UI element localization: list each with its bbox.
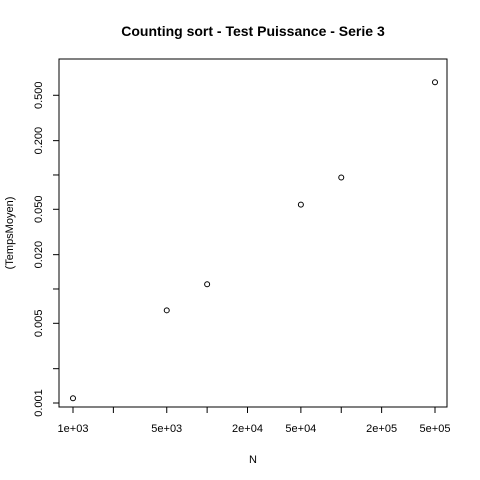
plot-area-frame <box>58 58 448 408</box>
y-axis-label: (TempsMoyen) <box>4 197 16 270</box>
data-point-2 <box>204 281 211 288</box>
data-points <box>70 79 438 402</box>
y-tick-label-0: 0.001 <box>33 389 45 417</box>
x-tick-label-0: 1e+03 <box>58 423 89 435</box>
data-point-3 <box>297 201 304 208</box>
x-axis: 1e+03 5e+03 2e+04 5e+04 2e+05 5e+05 <box>58 407 451 435</box>
x-tick-label-3: 5e+04 <box>285 423 316 435</box>
x-tick-label-4: 2e+05 <box>366 423 397 435</box>
y-tick-label-5: 0.500 <box>33 82 45 110</box>
x-tick-label-5: 5e+05 <box>420 423 451 435</box>
chart-title: Counting sort - Test Puissance - Serie 3 <box>121 23 385 39</box>
x-tick-label-1: 5e+03 <box>151 423 182 435</box>
x-tick-label-2: 2e+04 <box>232 423 263 435</box>
y-tick-label-3: 0.050 <box>33 196 45 224</box>
data-point-5 <box>432 79 438 86</box>
x-axis-label: N <box>249 454 257 466</box>
y-axis: 0.001 0.005 0.020 0.050 0.200 0.500 <box>33 82 59 417</box>
y-tick-label-1: 0.005 <box>33 310 45 338</box>
data-point-4 <box>338 174 345 181</box>
y-tick-label-4: 0.200 <box>33 127 45 155</box>
y-tick-label-2: 0.020 <box>33 241 45 269</box>
data-point-0 <box>70 395 76 402</box>
data-point-1 <box>163 307 170 314</box>
